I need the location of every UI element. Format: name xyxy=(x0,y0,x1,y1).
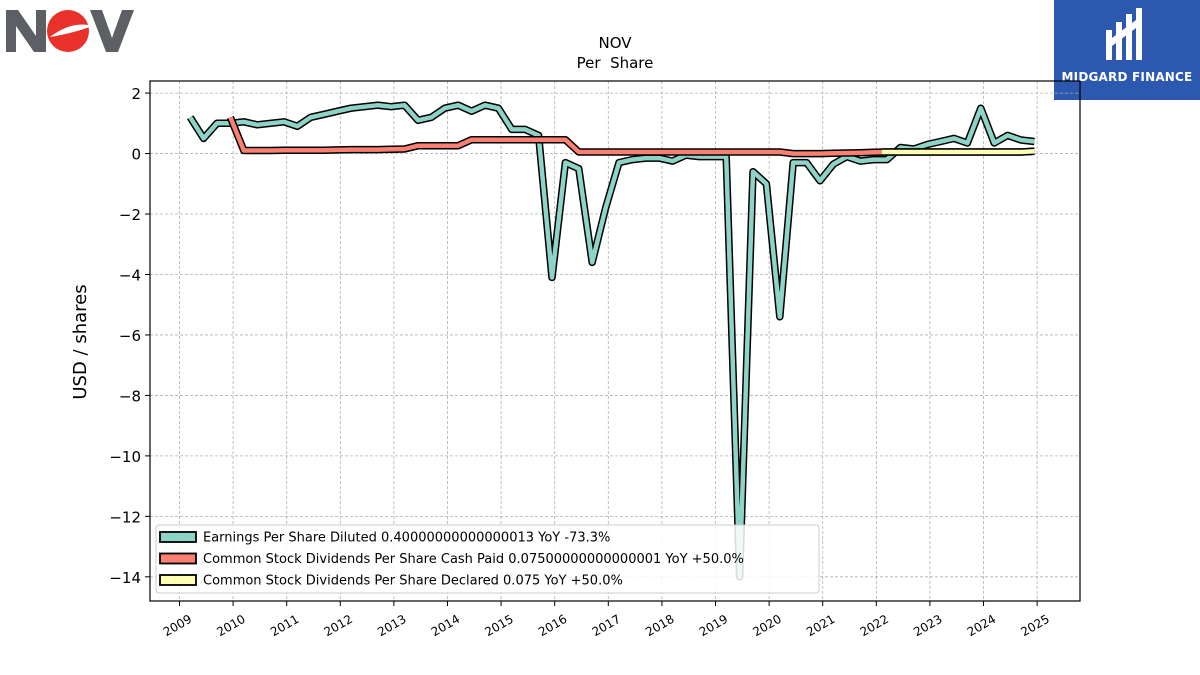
x-tick-label: 2018 xyxy=(643,612,676,639)
x-tick-label: 2011 xyxy=(268,612,301,639)
y-tick-label: −2 xyxy=(119,206,141,224)
legend: Earnings Per Share Diluted 0.40000000000… xyxy=(155,524,820,594)
y-tick-label: −8 xyxy=(119,387,141,405)
legend-box xyxy=(155,524,820,594)
nov-logo-mark xyxy=(6,10,134,52)
x-tick-label: 2019 xyxy=(697,612,730,639)
chart-subtitle: Per Share xyxy=(577,54,654,72)
midgard-emblem-icon xyxy=(1106,8,1142,60)
legend-swatch xyxy=(159,531,197,543)
y-tick-label: 0 xyxy=(131,146,141,164)
x-tick-label: 2012 xyxy=(322,612,355,639)
x-tick-label: 2023 xyxy=(911,612,944,639)
plot-frame xyxy=(149,80,1081,602)
y-tick-label: −4 xyxy=(119,266,141,284)
x-tick-label: 2010 xyxy=(214,612,247,639)
x-tick-label: 2009 xyxy=(161,612,194,639)
legend-entry-label: Common Stock Dividends Per Share Declare… xyxy=(203,574,623,589)
x-tick-label: 2024 xyxy=(965,612,998,639)
y-axis-label: USD / shares xyxy=(70,284,91,399)
x-tick-label: 2025 xyxy=(1018,612,1051,639)
midgard-finance-logo: MIDGARD FINANCE xyxy=(1054,0,1200,100)
legend-entry-label: Common Stock Dividends Per Share Cash Pa… xyxy=(203,552,744,567)
series-0-outline xyxy=(187,101,1035,581)
y-tick-label: −14 xyxy=(109,569,141,587)
x-tick-label: 2020 xyxy=(750,612,783,639)
x-tick-label: 2014 xyxy=(429,612,462,639)
grid xyxy=(150,81,1080,601)
midgard-finance-wordmark: MIDGARD FINANCE xyxy=(1061,70,1193,84)
x-tick-label: 2013 xyxy=(375,612,408,639)
y-tick-label: −12 xyxy=(109,508,141,526)
x-tick-label: 2022 xyxy=(858,612,891,639)
series-2-line xyxy=(881,149,1035,155)
x-tick-label: 2017 xyxy=(590,612,623,639)
x-tick-label: 2015 xyxy=(482,612,515,639)
x-tick-label: 2021 xyxy=(804,612,837,639)
legend-swatch xyxy=(159,552,197,565)
y-tick-label: 2 xyxy=(131,85,141,103)
nov-logo xyxy=(4,6,136,54)
y-tick-label: −6 xyxy=(119,327,141,345)
y-tick-label: −10 xyxy=(109,448,141,466)
legend-swatch xyxy=(159,574,197,586)
chart-title: NOV xyxy=(598,34,632,52)
legend-entry-label: Earnings Per Share Diluted 0.40000000000… xyxy=(203,531,610,546)
x-tick-label: 2016 xyxy=(536,612,569,639)
series-layer xyxy=(187,101,1035,581)
